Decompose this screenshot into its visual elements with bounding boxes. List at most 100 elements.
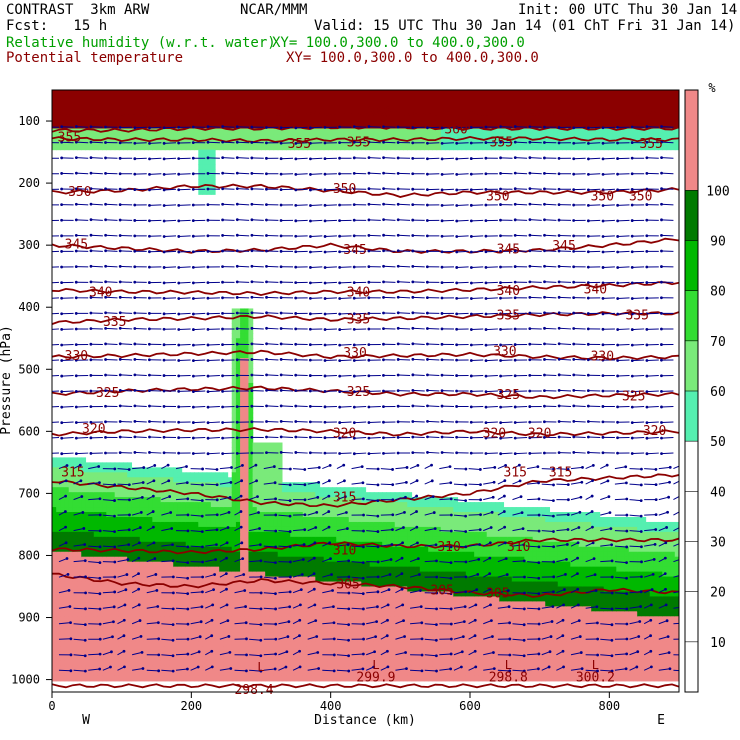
rh-cell [440, 561, 446, 568]
rh-cell [369, 641, 375, 647]
rh-cell [419, 646, 425, 652]
rh-cell [407, 601, 413, 607]
rh-cell [453, 561, 459, 568]
rh-cell [419, 631, 425, 637]
rh-cell [315, 641, 321, 647]
rh-cell [97, 502, 103, 508]
rh-cell [273, 611, 279, 617]
rh-cell [407, 561, 413, 568]
rh-cell [68, 462, 74, 468]
rh-cell [77, 477, 82, 483]
rh-cell [135, 129, 141, 136]
rh-cell [93, 497, 99, 503]
rh-cell [52, 641, 57, 647]
rh-cell [382, 536, 387, 543]
rh-cell [52, 507, 57, 513]
rh-cell [281, 139, 287, 146]
rh-cell [256, 566, 262, 573]
rh-cell [202, 541, 208, 548]
rh-cell [461, 660, 467, 667]
rh-cell [378, 551, 383, 558]
rh-cell [252, 581, 258, 588]
rh-cell [378, 521, 383, 528]
rh-cell [68, 467, 74, 473]
rh-cell [135, 581, 141, 588]
rh-cell [185, 631, 191, 637]
rh-cell [152, 144, 158, 151]
rh-cell [344, 646, 350, 652]
rh-cell [223, 497, 229, 503]
rh-cell [440, 521, 446, 528]
rh-cell [235, 333, 241, 339]
rh-cell [106, 462, 112, 468]
rh-cell [432, 675, 438, 682]
rh-cell [281, 626, 287, 632]
rh-cell [227, 492, 233, 498]
rh-cell [440, 660, 446, 667]
rh-cell [382, 626, 387, 632]
rh-cell [177, 472, 183, 478]
rh-cell [302, 596, 308, 602]
rh-cell [273, 502, 279, 508]
rh-cell [470, 531, 475, 538]
rh-cell [294, 502, 300, 508]
rh-cell [210, 675, 216, 682]
rh-cell [281, 670, 287, 677]
rh-cell [68, 134, 74, 141]
rh-cell [386, 621, 392, 627]
rh-cell [369, 601, 375, 607]
rh-cell [348, 675, 354, 682]
rh-cell [344, 641, 350, 647]
rh-cell [148, 631, 153, 637]
rh-cell [432, 651, 438, 657]
rh-cell [127, 626, 133, 632]
rh-cell [185, 482, 191, 488]
rh-cell [386, 144, 392, 151]
rh-cell [202, 561, 208, 568]
rh-cell [81, 492, 87, 498]
rh-cell [436, 631, 442, 637]
rh-cell [453, 556, 459, 563]
rh-cell [198, 591, 204, 598]
rh-cell [277, 631, 283, 637]
rh-cell [181, 551, 187, 558]
rh-cell [152, 521, 158, 528]
rh-cell [206, 536, 212, 543]
rh-cell [106, 670, 112, 677]
rh-cell [419, 611, 425, 617]
rh-cell [64, 561, 70, 568]
rh-cell [152, 670, 158, 677]
rh-cell [219, 621, 224, 627]
rh-cell [177, 487, 183, 493]
rh-cell [319, 646, 325, 652]
rh-cell [440, 546, 446, 553]
rh-cell [110, 656, 116, 662]
rh-cell [219, 561, 224, 568]
rh-cell [478, 134, 484, 141]
rh-cell [340, 586, 346, 593]
rh-cell [206, 129, 212, 136]
rh-cell [93, 487, 99, 493]
rh-cell [453, 586, 459, 593]
rh-cell [336, 576, 342, 583]
rh-cell [148, 641, 153, 647]
rh-cell [60, 477, 66, 483]
rh-cell [248, 427, 254, 434]
rh-cell [290, 675, 296, 682]
rh-cell [311, 536, 316, 543]
rh-cell [60, 581, 66, 588]
rh-cell [306, 675, 312, 682]
rh-cell [382, 636, 387, 642]
rh-cell [194, 586, 199, 593]
rh-cell [127, 611, 133, 617]
rh-cell [365, 646, 371, 652]
rh-cell [68, 641, 74, 647]
rh-cell [143, 531, 149, 538]
rh-cell [248, 616, 254, 622]
rh-cell [181, 536, 187, 543]
rh-cell [340, 551, 346, 558]
rh-cell [411, 670, 417, 677]
rh-cell [231, 636, 237, 642]
rh-cell [143, 521, 149, 528]
rh-cell [369, 512, 375, 518]
